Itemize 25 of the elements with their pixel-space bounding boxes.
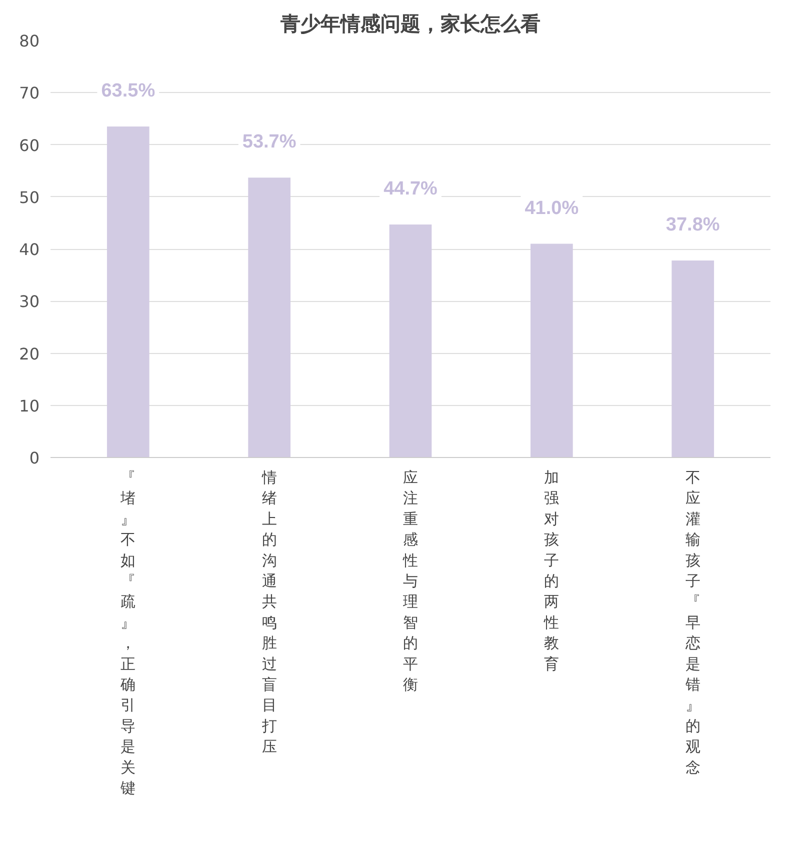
y-tick-label: 0 <box>29 448 40 468</box>
chart-title: 青少年情感问题，家长怎么看 <box>280 12 540 36</box>
data-label: 37.8% <box>666 214 720 236</box>
y-tick-label: 20 <box>19 344 40 364</box>
y-tick-label: 30 <box>19 292 40 312</box>
y-tick-label: 50 <box>19 188 40 207</box>
y-tick-label: 10 <box>19 396 40 416</box>
category-label: 情绪上的沟通共鸣胜过盲目打压 <box>262 468 277 756</box>
data-label: 41.0% <box>524 198 579 219</box>
bar <box>106 126 150 458</box>
category-label: 『堵』不如『疏』，正确引导是关键 <box>120 468 136 797</box>
data-label: 63.5% <box>101 80 156 102</box>
y-tick-label: 60 <box>19 136 40 155</box>
bar <box>389 224 432 458</box>
bar <box>530 244 573 458</box>
category-label: 加强对孩子的两性教育 <box>544 468 560 673</box>
y-tick-label: 40 <box>19 240 40 259</box>
y-tick-label: 70 <box>19 84 40 103</box>
data-label: 53.7% <box>242 132 296 153</box>
category-label: 应注重感性与理智的平衡 <box>403 468 418 694</box>
category-label: 不应灌输孩子『早恋是错』的观念 <box>685 468 700 776</box>
y-tick-label: 80 <box>19 32 40 50</box>
bar <box>248 178 290 458</box>
data-label: 44.7% <box>384 178 438 200</box>
bar <box>672 260 714 458</box>
